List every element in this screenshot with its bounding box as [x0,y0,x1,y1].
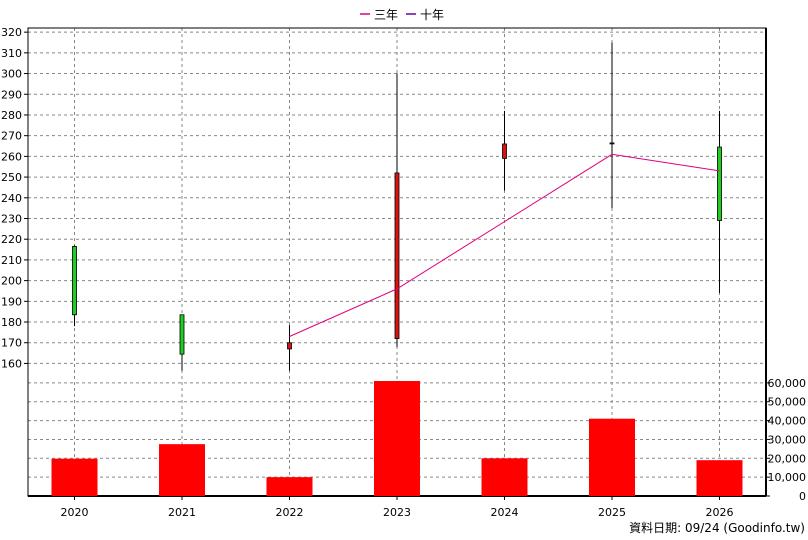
legend: 三年 十年 [360,8,444,22]
price-tick-label: 180 [1,316,22,329]
price-tick-label: 200 [1,275,22,288]
volume-tick-label: 60,000 [768,377,807,390]
candle-body [394,172,400,339]
volume-bar [51,458,98,496]
data-date-footer: 資料日期: 09/24 (Goodinfo.tw) [629,521,805,535]
price-tick-label: 250 [1,171,22,184]
price-tick-label: 260 [1,150,22,163]
candle-body [179,314,185,355]
price-tick-label: 220 [1,233,22,246]
category-tick-label: 2022 [276,506,304,519]
price-tick-label: 170 [1,337,22,350]
volume-tick-label: 10,000 [768,471,807,484]
price-tick-label: 160 [1,357,22,370]
candle-body [717,146,722,221]
volume-tick-label: 20,000 [768,452,807,465]
axes: 160 170 180 190 200 210 220 230 240 250 260 270 280 2… [1,26,806,519]
price-tick-label: 290 [1,88,22,101]
category-tick-label: 2020 [61,506,89,519]
price-tick-label: 240 [1,192,22,205]
volume-bar [696,460,743,496]
candle-body [502,143,507,159]
legend-label: 三年 [374,8,398,22]
legend-label: 十年 [420,8,444,22]
volume-bar [159,444,205,496]
price-tick-label: 320 [1,26,22,39]
series-line [289,153,720,337]
candle-body [287,342,292,350]
category-tick-label: 2025 [598,506,626,519]
volume-tick-label: 50,000 [768,396,807,409]
price-tick-label: 300 [1,68,22,81]
volume-tick-label: 0 [799,490,806,503]
category-tick-label: 2024 [491,506,519,519]
volume-bar [266,477,313,496]
price-tick-label: 280 [1,109,22,122]
volume-bar [374,381,420,496]
price-tick-label: 210 [1,254,22,267]
volume-bar [589,418,635,496]
volume-bar [481,458,528,496]
candlesticks [72,42,722,371]
volume-tick-label: 30,000 [768,433,807,446]
price-tick-label: 270 [1,130,22,143]
volume-bars [51,381,743,496]
candle-body [72,246,77,316]
category-tick-label: 2026 [706,506,734,519]
category-tick-label: 2023 [383,506,411,519]
category-tick-label: 2021 [168,506,196,519]
candle-body [609,142,615,145]
three-year-line [289,153,720,337]
price-tick-label: 190 [1,295,22,308]
price-tick-label: 310 [1,47,22,60]
price-tick-label: 230 [1,212,22,225]
volume-tick-label: 40,000 [768,415,807,428]
